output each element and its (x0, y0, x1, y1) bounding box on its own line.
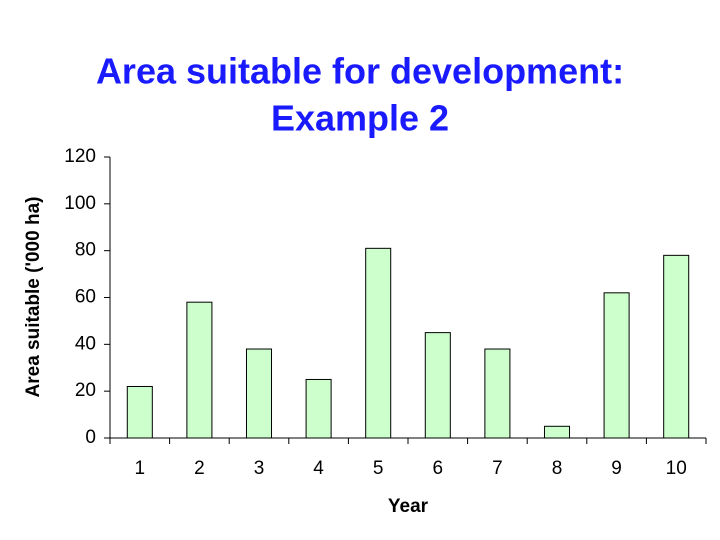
y-axis-title: Area suitable ('000 ha) (23, 197, 44, 398)
bar (126, 385, 153, 439)
bar (245, 348, 273, 439)
x-tick-label: 7 (492, 458, 503, 479)
x-tick-label: 10 (666, 458, 687, 479)
y-tick-label: 20 (75, 380, 96, 401)
y-tick-label: 80 (75, 240, 96, 261)
y-tick-label: 100 (64, 193, 96, 214)
bar (365, 247, 392, 439)
y-tick-label: 120 (64, 146, 96, 167)
x-tick-label: 4 (313, 458, 324, 479)
x-tick-label: 3 (254, 458, 265, 479)
x-axis-title: Year (388, 496, 429, 517)
chart-title: Example 2 (271, 98, 449, 139)
x-tick-label: 1 (135, 458, 146, 479)
bar (186, 301, 213, 439)
bar (543, 425, 571, 439)
y-tick-label: 60 (75, 287, 96, 308)
x-tick-label: 9 (611, 458, 622, 479)
x-tick-label: 8 (552, 458, 563, 479)
bar (484, 348, 511, 439)
chart-title: Area suitable for development: (96, 51, 624, 92)
y-tick-label: 40 (75, 333, 96, 354)
bar (424, 332, 451, 439)
x-tick-label: 2 (194, 458, 205, 479)
x-tick-label: 5 (373, 458, 384, 479)
y-tick-label: 0 (85, 427, 96, 448)
bar (305, 378, 332, 439)
bar (603, 292, 630, 439)
bar (663, 254, 690, 439)
x-tick-label: 6 (433, 458, 444, 479)
